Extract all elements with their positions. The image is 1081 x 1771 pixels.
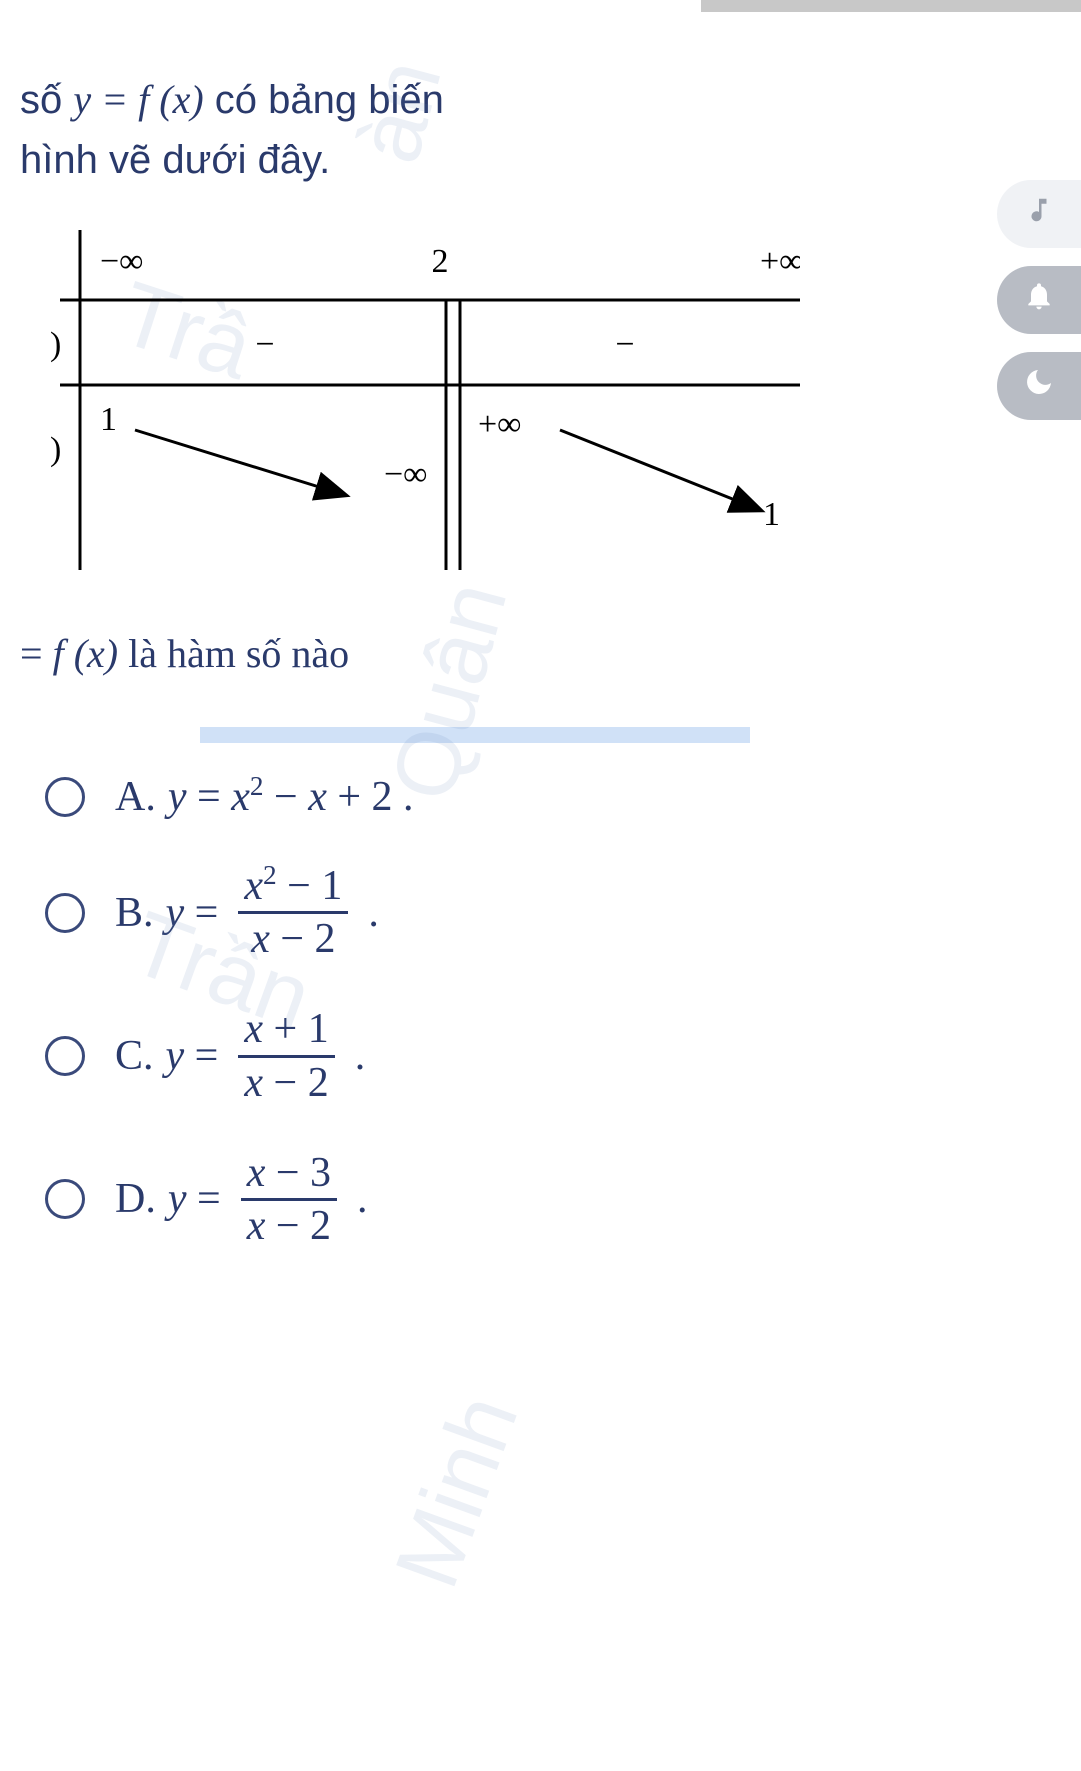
y-mid-right: +∞ (478, 406, 521, 443)
sign-right: − (615, 326, 634, 363)
highlight-bar (200, 727, 750, 743)
music-icon (1024, 195, 1054, 233)
q-text-suffix: có bảng biến (204, 78, 444, 122)
option-c: C. y = x + 1 x − 2 . (45, 1004, 1051, 1107)
radio-c[interactable] (45, 1036, 85, 1076)
q-math: y = f (x) (73, 77, 203, 122)
header-gray-bar (701, 0, 1081, 12)
y-row-label: ) (50, 431, 61, 468)
radio-b[interactable] (45, 893, 85, 933)
radio-a[interactable] (45, 777, 85, 817)
answer-options: A. y = x2 − x + 2 . B. y = x2 − 1 x − 2 … (20, 773, 1051, 1251)
opt-a-label: A. (115, 773, 156, 821)
opt-c-label: C. (115, 1032, 154, 1080)
sq-suffix: là hàm số nào (118, 631, 349, 676)
opt-b-den: x − 2 (245, 914, 341, 964)
opt-b-math: y = (166, 889, 219, 937)
opt-c-num: x + 1 (238, 1004, 334, 1054)
watermark: Minh (376, 1382, 540, 1601)
option-a: A. y = x2 − x + 2 . (45, 773, 1051, 821)
floating-buttons (997, 180, 1081, 420)
music-button[interactable] (997, 180, 1081, 248)
radio-d[interactable] (45, 1179, 85, 1219)
opt-d-fraction: x − 3 x − 2 (241, 1148, 337, 1251)
option-d-text: D. y = x − 3 x − 2 . (115, 1148, 368, 1251)
opt-b-label: B. (115, 889, 154, 937)
bell-button[interactable] (997, 266, 1081, 334)
opt-c-fraction: x + 1 x − 2 (238, 1004, 334, 1107)
opt-b-fraction: x2 − 1 x − 2 (238, 861, 348, 964)
y-mid-left: −∞ (384, 456, 427, 493)
period: . (355, 1032, 366, 1080)
variation-table: −∞ 2 +∞ ) − − ) 1 −∞ +∞ 1 (40, 230, 800, 570)
moon-icon (1023, 366, 1055, 406)
option-a-text: A. y = x2 − x + 2 . (115, 773, 414, 821)
opt-d-num: x − 3 (241, 1148, 337, 1198)
opt-a-math: y = x2 − x + 2 . (168, 773, 414, 821)
sq-prefix: = (20, 631, 53, 676)
option-b: B. y = x2 − 1 x − 2 . (45, 861, 1051, 964)
main-content: số y = f (x) có bảng biến hình vẽ dưới đ… (0, 0, 1081, 1331)
q-text-prefix: số (20, 78, 73, 122)
option-b-text: B. y = x2 − 1 x − 2 . (115, 861, 379, 964)
opt-c-den: x − 2 (238, 1058, 334, 1108)
x-pos-inf: +∞ (760, 243, 800, 280)
sub-question: = f (x) là hàm số nào (20, 630, 1051, 677)
dark-mode-button[interactable] (997, 352, 1081, 420)
sq-math: f (x) (53, 631, 119, 676)
option-d: D. y = x − 3 x − 2 . (45, 1148, 1051, 1251)
sign-row-label: ) (50, 326, 61, 363)
y-end: 1 (763, 496, 780, 533)
x-two: 2 (432, 243, 449, 280)
sign-left: − (255, 326, 274, 363)
option-c-text: C. y = x + 1 x − 2 . (115, 1004, 365, 1107)
period: . (357, 1175, 368, 1223)
y-start: 1 (100, 401, 117, 438)
opt-b-num: x2 − 1 (238, 861, 348, 911)
bell-icon (1023, 280, 1055, 320)
opt-d-math: y = (168, 1175, 221, 1223)
q-line2: hình vẽ dưới đây. (20, 138, 330, 182)
x-neg-inf: −∞ (100, 243, 143, 280)
opt-c-math: y = (166, 1032, 219, 1080)
question-stem: số y = f (x) có bảng biến hình vẽ dưới đ… (20, 70, 1051, 190)
opt-d-den: x − 2 (241, 1201, 337, 1251)
opt-d-label: D. (115, 1175, 156, 1223)
period: . (368, 889, 379, 937)
